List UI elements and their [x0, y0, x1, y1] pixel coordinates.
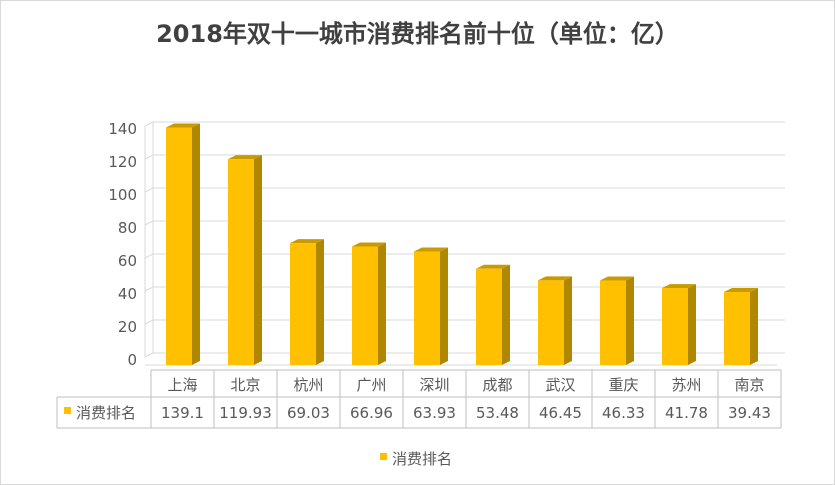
- bar-front: [724, 291, 750, 365]
- legend-key: [380, 453, 387, 460]
- data-label: 63.93: [413, 404, 456, 422]
- bar: [166, 123, 200, 365]
- bar-front: [290, 243, 316, 365]
- bar: [228, 155, 262, 365]
- bar-side: [192, 123, 200, 365]
- y-tick-label: 40: [118, 285, 137, 303]
- gridline-depth: [144, 352, 154, 358]
- x-tick-label: 北京: [230, 376, 260, 394]
- y-tick-label: 120: [108, 153, 137, 171]
- data-label: 46.45: [539, 404, 582, 422]
- bar-front: [476, 268, 502, 365]
- data-label: 119.93: [219, 404, 272, 422]
- x-tick-label: 广州: [356, 376, 386, 394]
- bar-side: [564, 276, 572, 365]
- table-legend-key: [64, 407, 71, 414]
- data-label: 39.43: [728, 404, 771, 422]
- y-tick-label: 80: [118, 219, 137, 237]
- bar-top: [166, 123, 200, 128]
- gridline-depth: [144, 154, 154, 160]
- table-series-name: 消费排名: [76, 404, 136, 422]
- bar-top: [724, 287, 758, 292]
- data-label: 69.03: [287, 404, 330, 422]
- bar-side: [378, 242, 386, 365]
- bars: [166, 123, 758, 365]
- data-label: 66.96: [350, 404, 393, 422]
- legend-label: 消费排名: [392, 450, 452, 468]
- x-tick-label: 重庆: [608, 376, 638, 394]
- gridline-depth: [144, 187, 154, 193]
- bar: [600, 276, 634, 365]
- x-tick-label: 南京: [734, 376, 764, 394]
- x-tick-label: 杭州: [293, 376, 323, 394]
- x-tick-label: 上海: [167, 376, 197, 394]
- y-tick-label: 60: [118, 252, 137, 270]
- bar-front: [538, 280, 564, 365]
- bar-side: [750, 287, 758, 365]
- bar-side: [440, 247, 448, 365]
- bar: [662, 284, 696, 365]
- y-tick-label: 140: [108, 120, 137, 138]
- data-label: 46.33: [602, 404, 645, 422]
- x-tick-label: 深圳: [419, 376, 449, 394]
- gridline-depth: [144, 121, 154, 127]
- bar-top: [414, 247, 448, 252]
- bar-front: [662, 288, 688, 365]
- bar-top: [538, 276, 572, 281]
- y-axis-ticks: 0 20 40 60 80 100 120 140: [108, 120, 137, 369]
- bar: [538, 276, 572, 365]
- bar-top: [476, 264, 510, 269]
- bar-side: [316, 239, 324, 365]
- bar: [724, 287, 758, 365]
- bar-front: [600, 280, 626, 365]
- data-label: 41.78: [665, 404, 708, 422]
- bar: [414, 247, 448, 365]
- y-tick-label: 20: [118, 318, 137, 336]
- gridline-depth: [144, 319, 154, 325]
- data-table: 上海 139.1 北京 119.93 杭州 69.03 广州 66.96 深圳 63.93 成都 53…: [56, 369, 782, 429]
- data-label: 139.1: [161, 404, 204, 422]
- bar-front: [414, 251, 440, 365]
- y-tick-label: 100: [108, 186, 137, 204]
- bar-top: [228, 155, 262, 160]
- chart-title: 2018年双十一城市消费排名前十位（单位：亿）: [156, 20, 679, 48]
- bar-side: [688, 284, 696, 365]
- bar: [476, 264, 510, 365]
- data-label: 53.48: [476, 404, 519, 422]
- bar-top: [600, 276, 634, 281]
- y-tick-label: 0: [127, 351, 137, 369]
- bar-front: [166, 127, 192, 365]
- bar-top: [352, 242, 386, 247]
- x-tick-label: 武汉: [545, 376, 575, 394]
- gridline-depth: [144, 220, 154, 226]
- gridline-depth: [144, 286, 154, 292]
- bar-front: [352, 246, 378, 365]
- legend: 消费排名: [380, 450, 452, 468]
- bar: [352, 242, 386, 365]
- bar-top: [290, 239, 324, 244]
- gridline-depth: [144, 253, 154, 259]
- x-tick-label: 苏州: [671, 376, 701, 394]
- bar-top: [662, 284, 696, 289]
- bar: [290, 239, 324, 365]
- x-tick-label: 成都: [482, 376, 512, 394]
- bar-front: [228, 159, 254, 365]
- bar-side: [626, 276, 634, 365]
- bar-side: [502, 264, 510, 365]
- bar-side: [254, 155, 262, 365]
